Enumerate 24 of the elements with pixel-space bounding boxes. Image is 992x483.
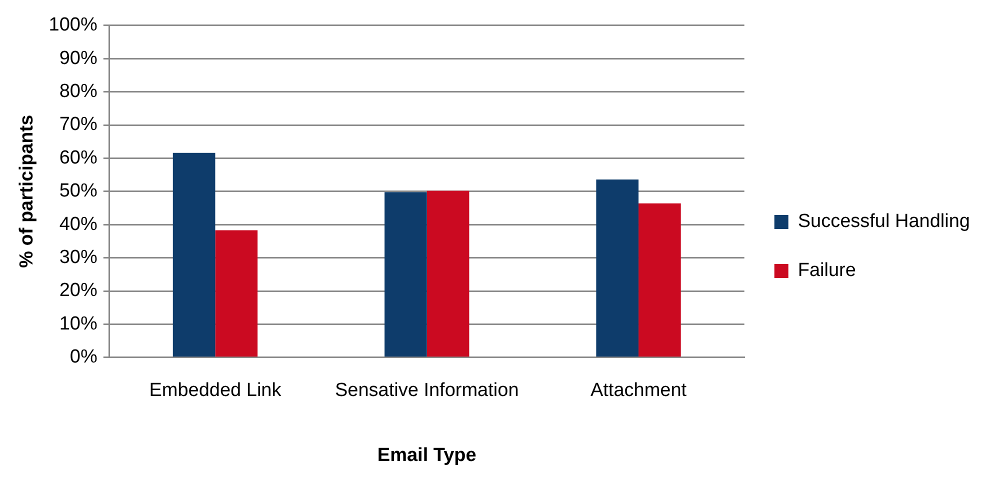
y-tick-label: 60%: [59, 147, 98, 168]
y-tick-label: 40%: [59, 214, 98, 235]
bar: [426, 190, 470, 357]
legend-label: Failure: [798, 260, 856, 282]
x-tick-label: Embedded Link: [149, 380, 282, 402]
y-tick-label: 100%: [48, 14, 98, 36]
y-tick-label: 80%: [59, 81, 98, 102]
y-tick-label: 10%: [59, 313, 98, 334]
bar: [384, 192, 427, 357]
y-tick-label: 20%: [59, 280, 98, 302]
y-axis-title: % of participants: [16, 114, 38, 268]
x-tick-label: Attachment: [590, 380, 688, 402]
legend-label: Successful Handling: [798, 211, 970, 232]
x-axis-title: Email Type: [377, 444, 476, 466]
bar: [638, 203, 681, 357]
y-tick-label: 70%: [59, 114, 98, 136]
y-tick-label: 50%: [59, 180, 98, 202]
x-tick-label: Sensative Information: [334, 380, 519, 402]
bar: [215, 230, 258, 357]
y-tick-label: 30%: [59, 247, 98, 268]
y-tick-label: 90%: [59, 48, 98, 69]
bar: [596, 179, 639, 357]
y-tick-label: 0%: [70, 346, 98, 368]
bar: [172, 152, 216, 357]
